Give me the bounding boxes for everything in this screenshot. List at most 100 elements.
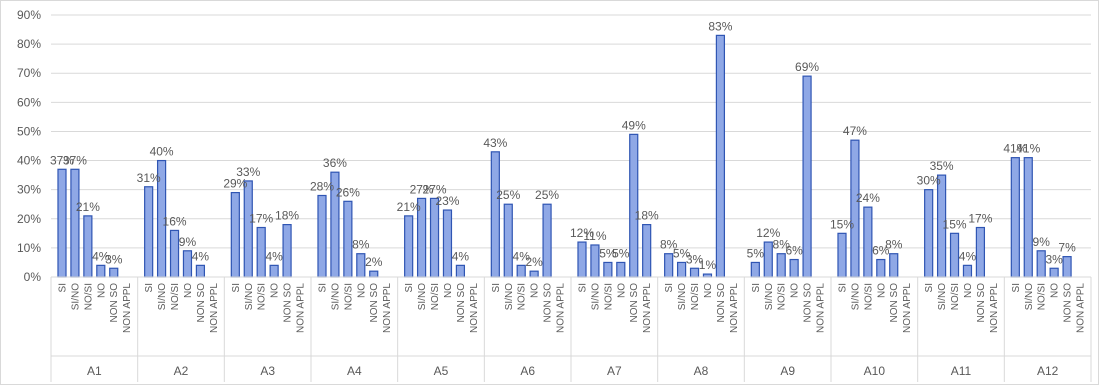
x-category-label: NO/SI xyxy=(343,283,354,310)
x-category-label: SI/NO xyxy=(764,283,775,310)
bar xyxy=(850,139,860,278)
x-category-label: NON APPL xyxy=(902,283,913,333)
bar xyxy=(144,186,154,278)
x-group-label: A3 xyxy=(260,364,275,378)
data-label: 4% xyxy=(192,249,210,263)
x-group-label: A2 xyxy=(174,364,189,378)
data-label: 28% xyxy=(310,179,334,193)
bar xyxy=(1049,267,1059,278)
bar xyxy=(642,224,652,278)
x-category-label: NO xyxy=(356,283,367,298)
data-label: 9% xyxy=(1033,235,1051,249)
bar xyxy=(195,264,206,278)
data-label: 21% xyxy=(76,200,100,214)
x-category-label: NON APPL xyxy=(1076,283,1087,333)
bar xyxy=(516,264,526,278)
x-category-label: NO/SI xyxy=(690,283,701,310)
bar xyxy=(664,253,674,278)
x-category-label: SI/NO xyxy=(677,283,688,310)
gridlines xyxy=(51,14,1091,278)
x-category-label: SI xyxy=(491,283,502,292)
y-axis: 0% 10% 20% 30% 40% 50% 60% 70% 80% 90% xyxy=(17,8,41,284)
data-label: 26% xyxy=(336,185,360,199)
bar xyxy=(404,215,414,278)
data-label: 8% xyxy=(660,238,678,252)
bar xyxy=(169,229,180,278)
data-label: 5% xyxy=(612,246,630,260)
x-category-label: NO xyxy=(876,283,887,298)
data-label: 18% xyxy=(635,209,659,223)
x-category-label: NON SO xyxy=(456,283,467,323)
x-category-label: SI xyxy=(404,283,415,292)
x-category-label: SI xyxy=(924,283,935,292)
x-category-label: SI xyxy=(57,283,68,292)
x-category-label: NO xyxy=(530,283,541,298)
bar xyxy=(789,258,799,278)
bar xyxy=(1036,250,1046,278)
x-group-label: A1 xyxy=(87,364,102,378)
x-category-label: NO/SI xyxy=(950,283,961,310)
bar xyxy=(269,264,279,278)
bar xyxy=(1010,157,1020,278)
x-group-label: A8 xyxy=(694,364,709,378)
x-category-label: SI xyxy=(1011,283,1022,292)
bar xyxy=(676,261,687,278)
data-label: 29% xyxy=(223,177,247,191)
x-group-label: A9 xyxy=(780,364,795,378)
bar xyxy=(590,244,600,278)
data-label: 5% xyxy=(673,246,691,260)
x-category-label: NON SO xyxy=(716,283,727,323)
data-label: 49% xyxy=(622,118,646,132)
data-label: 16% xyxy=(163,214,187,228)
x-group-label: A11 xyxy=(951,364,972,378)
data-label: 41% xyxy=(1016,142,1040,156)
bar xyxy=(343,200,353,278)
bar xyxy=(455,264,466,278)
x-category-label: NO xyxy=(270,283,281,298)
bar xyxy=(689,267,700,278)
bar xyxy=(83,215,93,278)
x-category-label: SI/NO xyxy=(1024,283,1035,310)
data-label: 3% xyxy=(105,252,123,266)
x-category-label: SI/NO xyxy=(937,283,948,310)
x-category-label: NON APPL xyxy=(816,283,827,333)
data-label: 37% xyxy=(50,153,74,167)
x-category-label: NON SO xyxy=(196,283,207,323)
data-label: 17% xyxy=(249,212,273,226)
data-label: 5% xyxy=(599,246,617,260)
data-label: 4% xyxy=(452,249,470,263)
data-label: 12% xyxy=(570,226,594,240)
data-label: 83% xyxy=(708,19,732,33)
data-label: 9% xyxy=(179,235,197,249)
x-category-label: NO/SI xyxy=(777,283,788,310)
data-label: 47% xyxy=(843,124,867,138)
x-category-label: NON APPL xyxy=(296,283,307,333)
bar xyxy=(57,168,67,278)
x-category-label: NO/SI xyxy=(1037,283,1048,310)
x-category-label: NO/SI xyxy=(863,283,874,310)
data-label: 24% xyxy=(856,191,880,205)
bar xyxy=(243,180,253,278)
bar xyxy=(490,151,500,278)
x-category-label: NON SO xyxy=(109,283,120,323)
y-tick-label: 90% xyxy=(17,8,41,22)
data-label: 25% xyxy=(535,188,559,202)
bar xyxy=(763,241,773,278)
x-category-label: NON APPL xyxy=(642,283,653,333)
bar xyxy=(715,34,726,278)
x-category-label: SI xyxy=(317,283,328,292)
x-category-label: SI xyxy=(144,283,155,292)
x-category-label: SI/NO xyxy=(157,283,168,310)
bar xyxy=(876,258,886,278)
x-category-label: NON APPL xyxy=(729,283,740,333)
bar xyxy=(230,191,240,278)
x-category-label: SI/NO xyxy=(330,283,341,310)
data-label: 37% xyxy=(63,153,87,167)
x-category-label: NON SO xyxy=(976,283,987,323)
data-label: 5% xyxy=(747,246,765,260)
bar xyxy=(1062,256,1072,278)
bar xyxy=(802,75,812,278)
x-group-label: A5 xyxy=(434,364,449,378)
bar xyxy=(503,203,513,278)
